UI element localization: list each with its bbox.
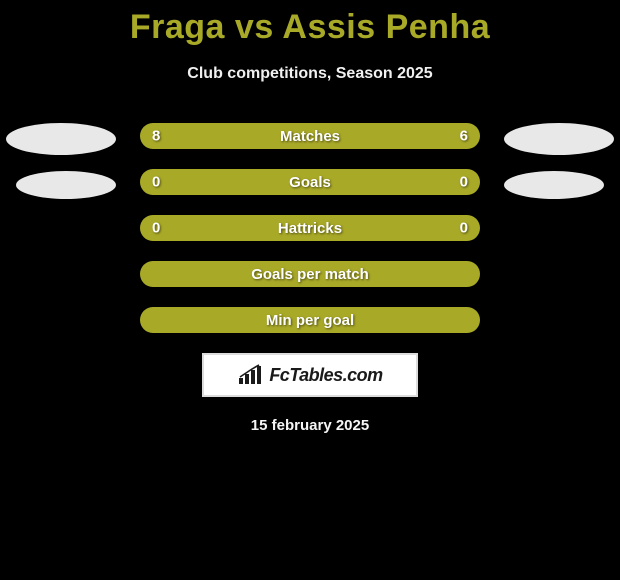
stat-right-value: 6 xyxy=(460,128,468,145)
player-avatar-right-1 xyxy=(504,123,614,155)
bar-chart-icon xyxy=(237,364,263,386)
stat-label: Min per goal xyxy=(266,312,354,329)
stat-left-value: 0 xyxy=(152,174,160,191)
page-title: Fraga vs Assis Penha xyxy=(0,8,620,47)
stat-label: Matches xyxy=(280,128,340,145)
stat-row-matches: 8 Matches 6 xyxy=(140,123,480,149)
stat-right-value: 0 xyxy=(460,174,468,191)
stat-row-min-per-goal: Min per goal xyxy=(140,307,480,333)
subtitle: Club competitions, Season 2025 xyxy=(0,65,620,83)
stat-left-value: 0 xyxy=(152,220,160,237)
stat-label: Hattricks xyxy=(278,220,342,237)
stat-label: Goals xyxy=(289,174,331,191)
widget-root: Fraga vs Assis Penha Club competitions, … xyxy=(0,0,620,580)
stat-left-value: 8 xyxy=(152,128,160,145)
compare-area: 8 Matches 6 0 Goals 0 0 Hattricks 0 Goal… xyxy=(0,123,620,333)
stat-row-goals: 0 Goals 0 xyxy=(140,169,480,195)
date-label: 15 february 2025 xyxy=(0,417,620,434)
brand-name: FcTables.com xyxy=(269,365,382,386)
stat-right-value: 0 xyxy=(460,220,468,237)
player-avatar-left-1 xyxy=(6,123,116,155)
player-avatar-left-2 xyxy=(16,171,116,199)
player-avatar-right-2 xyxy=(504,171,604,199)
stat-row-hattricks: 0 Hattricks 0 xyxy=(140,215,480,241)
brand-logo-box[interactable]: FcTables.com xyxy=(202,353,418,397)
stat-label: Goals per match xyxy=(251,266,369,283)
stat-row-goals-per-match: Goals per match xyxy=(140,261,480,287)
